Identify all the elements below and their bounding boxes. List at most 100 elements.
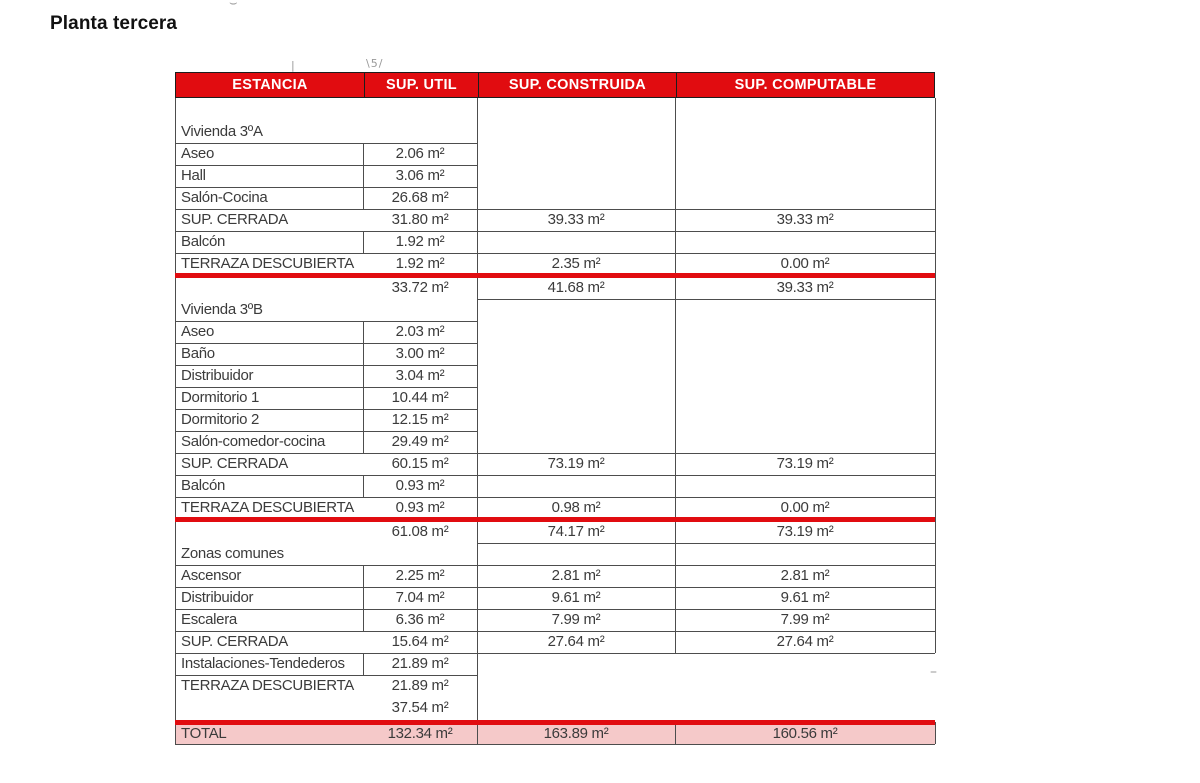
grid-line <box>175 744 935 745</box>
construida-value: 9.61 m² <box>551 589 601 606</box>
estancia-label: SUP. CERRADA <box>181 633 288 650</box>
computable-value: 9.61 m² <box>780 589 830 606</box>
estancia-label: TERRAZA DESCUBIERTA <box>181 677 354 694</box>
util-value: 3.06 m² <box>395 167 445 184</box>
grid-line <box>175 653 477 654</box>
util-value: 3.00 m² <box>395 345 445 362</box>
estancia-label: TERRAZA DESCUBIERTA <box>181 255 354 272</box>
util-value: 7.04 m² <box>395 589 445 606</box>
red-divider-line <box>175 273 935 278</box>
grid-line <box>675 722 676 744</box>
column-header-sup-computable: SUP. COMPUTABLE <box>676 73 934 97</box>
util-value: 12.15 m² <box>391 411 449 428</box>
grid-line <box>175 431 477 432</box>
estancia-label: Ascensor <box>181 567 242 584</box>
grid-line <box>175 409 477 410</box>
computable-subtotal-value: 39.33 m² <box>776 279 834 296</box>
grid-line <box>477 631 935 632</box>
grid-line <box>363 231 364 253</box>
grid-line <box>477 609 935 610</box>
util-value: 15.64 m² <box>391 633 449 650</box>
total-row-background <box>175 723 935 744</box>
estancia-label: Salón-Cocina <box>181 189 268 206</box>
construida-value: 2.35 m² <box>551 255 601 272</box>
grid-line <box>935 722 936 744</box>
util-value: 31.80 m² <box>391 211 449 228</box>
computable-value: 27.64 m² <box>776 633 834 650</box>
util-value: 2.25 m² <box>395 567 445 584</box>
grid-line <box>175 98 176 744</box>
construida-value: 39.33 m² <box>547 211 605 228</box>
grid-line <box>175 209 477 210</box>
construida-value: 2.81 m² <box>551 567 601 584</box>
grid-line <box>175 609 477 610</box>
construida-value: 7.99 m² <box>551 611 601 628</box>
estancia-label: Instalaciones-Tendederos <box>181 655 345 672</box>
grid-line <box>363 431 364 453</box>
grid-line <box>477 497 935 498</box>
estancia-label: Dormitorio 1 <box>181 389 260 406</box>
grid-line <box>477 253 935 254</box>
estancia-label: Distribuidor <box>181 589 254 606</box>
construida-subtotal-value: 41.68 m² <box>547 279 605 296</box>
util-value: 26.68 m² <box>391 189 449 206</box>
util-subtotal-value: 37.54 m² <box>391 699 449 716</box>
estancia-label: Salón-comedor-cocina <box>181 433 326 450</box>
util-subtotal-value: 61.08 m² <box>391 523 449 540</box>
table-header-row: ESTANCIA SUP. UTIL SUP. CONSTRUIDA SUP. … <box>175 72 935 98</box>
construida-value: 73.19 m² <box>547 455 605 472</box>
grid-line <box>477 543 935 544</box>
column-header-sup-construida: SUP. CONSTRUIDA <box>478 73 676 97</box>
column-header-estancia: ESTANCIA <box>232 77 308 93</box>
grid-line <box>175 365 477 366</box>
grid-line <box>175 587 477 588</box>
grid-line <box>175 143 477 144</box>
grid-line <box>175 475 477 476</box>
grid-line <box>175 675 477 676</box>
util-value: 60.15 m² <box>391 455 449 472</box>
grid-line <box>175 253 477 254</box>
util-value: 2.03 m² <box>395 323 445 340</box>
grid-line <box>175 453 477 454</box>
util-value: 2.06 m² <box>395 145 445 162</box>
page-title: Planta tercera <box>50 13 178 34</box>
grid-line <box>363 365 364 387</box>
estancia-label: Dormitorio 2 <box>181 411 260 428</box>
total-label: TOTAL <box>181 725 227 742</box>
grid-line <box>175 231 477 232</box>
grid-line <box>175 387 477 388</box>
grid-line <box>175 187 477 188</box>
grid-line <box>363 409 364 431</box>
grid-line <box>363 165 364 187</box>
section-label: Vivienda 3ºA <box>181 123 263 140</box>
util-value: 10.44 m² <box>391 389 449 406</box>
estancia-label: SUP. CERRADA <box>181 211 288 228</box>
grid-line <box>477 98 478 744</box>
estancia-label: Baño <box>181 345 215 362</box>
scan-artifact-curve: ⌣ <box>229 0 238 11</box>
util-value: 6.36 m² <box>395 611 445 628</box>
estancia-label: Escalera <box>181 611 237 628</box>
computable-value: 39.33 m² <box>776 211 834 228</box>
grid-line <box>175 631 477 632</box>
scan-artifact-dash: – <box>930 664 937 680</box>
construida-value: 27.64 m² <box>547 633 605 650</box>
estancia-label: Distribuidor <box>181 367 254 384</box>
column-header-sup-util: SUP. UTIL <box>364 73 478 97</box>
red-divider-line <box>175 517 935 522</box>
util-total-value: 132.34 m² <box>387 725 453 742</box>
computable-total-value: 160.56 m² <box>772 725 838 742</box>
estancia-label: Hall <box>181 167 206 184</box>
estancia-label: TERRAZA DESCUBIERTA <box>181 499 354 516</box>
grid-line <box>363 187 364 209</box>
construida-subtotal-value: 74.17 m² <box>547 523 605 540</box>
grid-line <box>477 475 935 476</box>
util-value: 21.89 m² <box>391 655 449 672</box>
grid-line <box>363 587 364 609</box>
section-label: Zonas comunes <box>181 545 284 562</box>
grid-line <box>477 453 935 454</box>
util-value: 29.49 m² <box>391 433 449 450</box>
grid-line <box>477 587 935 588</box>
grid-line <box>477 299 935 300</box>
